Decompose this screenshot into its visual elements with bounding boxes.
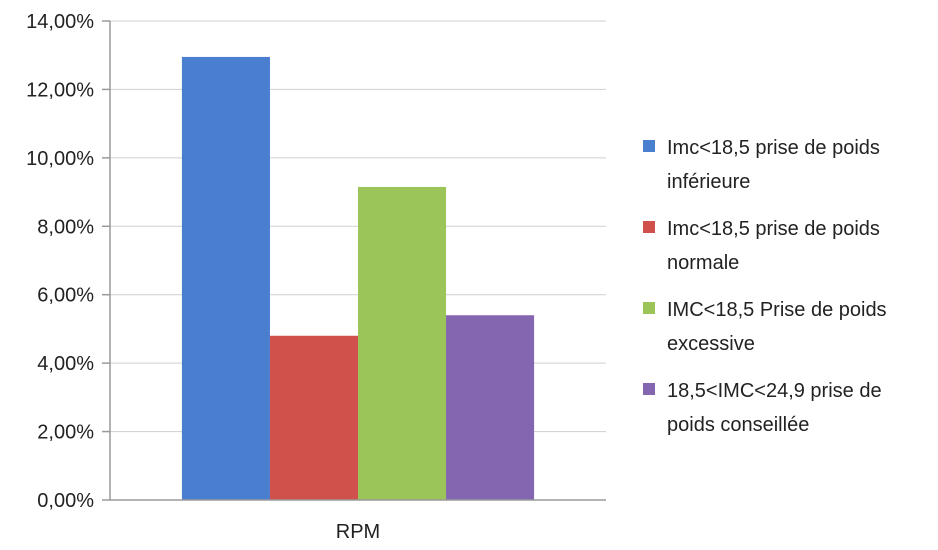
legend-label: normale xyxy=(667,252,739,274)
legend-label: Imc<18,5 prise de poids xyxy=(667,218,880,240)
bar xyxy=(269,335,358,500)
y-tick-label: 12,00% xyxy=(26,79,94,101)
y-tick-label: 4,00% xyxy=(37,353,94,375)
legend-label: excessive xyxy=(667,333,755,355)
legend-swatch xyxy=(643,140,655,152)
y-tick-label: 2,00% xyxy=(37,422,94,444)
bars xyxy=(181,56,535,501)
legend-label: poids conseillée xyxy=(667,414,809,436)
x-axis-category-labels: RPM xyxy=(336,521,380,543)
legend-swatch xyxy=(643,221,655,233)
bar xyxy=(358,186,447,501)
legend: Imc<18,5 prise de poids inférieure Imc<18,… xyxy=(643,137,887,436)
y-tick-label: 0,00% xyxy=(37,490,94,512)
legend-label: 18,5<IMC<24,9 prise de xyxy=(667,380,882,402)
legend-swatch xyxy=(643,383,655,395)
legend-label: IMC<18,5 Prise de poids xyxy=(667,299,887,321)
y-axis-tick-labels: 0,00% 2,00% 4,00% 6,00% 8,00% 10,00% 12,00% 14,… xyxy=(26,11,94,512)
y-tick-label: 6,00% xyxy=(37,285,94,307)
legend-label: inférieure xyxy=(667,171,750,193)
y-tick-label: 10,00% xyxy=(26,148,94,170)
bar xyxy=(181,56,270,501)
legend-swatch xyxy=(643,302,655,314)
bar xyxy=(446,315,535,500)
axes xyxy=(109,21,606,501)
y-tick-label: 8,00% xyxy=(37,216,94,238)
y-tick-label: 14,00% xyxy=(26,11,94,33)
x-category-label: RPM xyxy=(336,521,380,543)
legend-label: Imc<18,5 prise de poids xyxy=(667,137,880,159)
